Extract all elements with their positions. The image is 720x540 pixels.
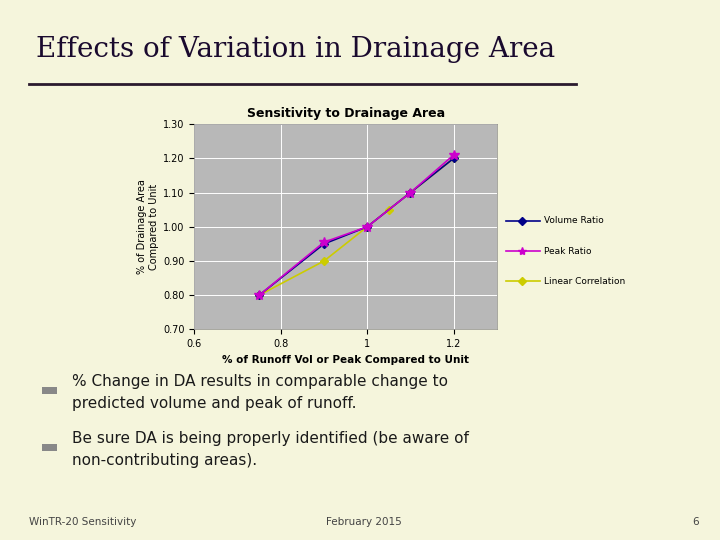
Peak Ratio	[449, 152, 458, 158]
Volume Ratio	[255, 292, 264, 299]
Line: Peak Ratio: Peak Ratio	[254, 150, 459, 300]
Linear Correlation	[449, 155, 458, 161]
Peak Ratio	[320, 239, 328, 245]
Peak Ratio	[406, 190, 415, 196]
Text: non-contributing areas).: non-contributing areas).	[72, 453, 258, 468]
Text: predicted volume and peak of runoff.: predicted volume and peak of runoff.	[72, 396, 357, 410]
Linear Correlation	[384, 206, 393, 213]
Text: WinTR-20 Sensitivity: WinTR-20 Sensitivity	[29, 517, 136, 528]
Linear Correlation	[320, 258, 328, 264]
Y-axis label: % of Drainage Area
Compared to Unit: % of Drainage Area Compared to Unit	[138, 179, 159, 274]
Peak Ratio	[255, 292, 264, 299]
Text: Effects of Variation in Drainage Area: Effects of Variation in Drainage Area	[36, 36, 555, 63]
Text: 6: 6	[692, 517, 698, 528]
Text: Linear Correlation: Linear Correlation	[544, 277, 626, 286]
Linear Correlation	[406, 190, 415, 196]
Linear Correlation	[255, 292, 264, 299]
Text: February 2015: February 2015	[325, 517, 402, 528]
Linear Correlation	[363, 224, 372, 230]
Volume Ratio	[449, 155, 458, 161]
Text: Peak Ratio: Peak Ratio	[544, 247, 592, 255]
Line: Linear Correlation: Linear Correlation	[256, 156, 456, 298]
Text: % Change in DA results in comparable change to: % Change in DA results in comparable cha…	[72, 374, 449, 388]
Peak Ratio	[363, 224, 372, 230]
Title: Sensitivity to Drainage Area: Sensitivity to Drainage Area	[246, 107, 445, 120]
Volume Ratio	[363, 224, 372, 230]
Text: Be sure DA is being properly identified (be aware of: Be sure DA is being properly identified …	[72, 430, 469, 445]
Text: Volume Ratio: Volume Ratio	[544, 217, 604, 225]
X-axis label: % of Runoff Vol or Peak Compared to Unit: % of Runoff Vol or Peak Compared to Unit	[222, 355, 469, 365]
Line: Volume Ratio: Volume Ratio	[256, 156, 456, 298]
Volume Ratio	[406, 190, 415, 196]
Bar	[42, 387, 57, 394]
Bar	[42, 443, 57, 451]
Volume Ratio	[320, 241, 328, 247]
